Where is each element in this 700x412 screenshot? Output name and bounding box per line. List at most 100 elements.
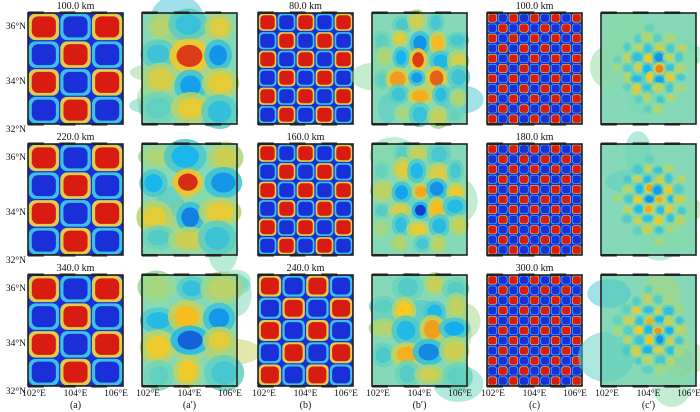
checker-cell-negative <box>541 115 550 123</box>
checker-cell-positive <box>551 165 560 174</box>
checker-cell-positive <box>551 377 560 385</box>
frame-tick <box>142 123 158 126</box>
frame-tick <box>435 123 452 126</box>
checker-cell-positive <box>509 296 518 305</box>
frame-tick <box>372 385 388 388</box>
checker-cell-positive <box>488 185 497 194</box>
anomaly-positive <box>396 107 410 119</box>
checker-cell-positive <box>530 336 539 345</box>
checker-cell-negative <box>509 24 518 32</box>
anomaly-negative <box>375 34 389 49</box>
checker-cell-negative <box>488 236 497 244</box>
checker-cell-positive <box>488 145 497 153</box>
checker-cell-positive <box>551 34 560 43</box>
checker-cell-positive <box>279 70 294 85</box>
checker-cell-negative <box>260 238 275 253</box>
panel-title: 160.0 km <box>287 132 325 143</box>
anomaly-negative <box>146 312 171 329</box>
checker-cell-negative <box>488 215 497 224</box>
checker-cell-positive <box>260 277 279 295</box>
checker-cell-positive <box>509 377 518 385</box>
checker-cell-positive <box>572 54 581 63</box>
anomaly-positive <box>431 35 444 51</box>
checker-cell-positive <box>509 74 518 83</box>
anomaly-negative <box>446 281 465 296</box>
frame-tick <box>91 254 108 257</box>
frame-tick <box>518 273 535 276</box>
panel-title: 100.0 km <box>516 1 554 12</box>
panel-6-3 <box>577 273 700 407</box>
checker-cell-negative <box>336 70 351 85</box>
frame-tick <box>321 273 338 276</box>
checker-cell-positive <box>498 286 507 294</box>
checker-cell-positive <box>509 115 518 123</box>
anomaly-negative <box>211 361 238 385</box>
checker-cell-positive <box>530 145 539 153</box>
checker-cell-positive <box>530 115 539 123</box>
checker-cell-negative <box>572 286 581 294</box>
anomaly-positive <box>667 94 675 101</box>
longitude-label: 104°E <box>523 388 547 399</box>
checker-cell-negative <box>509 155 518 163</box>
checker-cell-negative <box>63 278 88 300</box>
anomaly-negative <box>430 15 442 30</box>
checker-cell-positive <box>488 94 497 103</box>
checker-cell-negative <box>572 175 581 184</box>
anomaly-negative <box>674 185 684 194</box>
checker-cell-negative <box>488 44 497 53</box>
checker-cell-positive <box>551 74 560 83</box>
frame-tick <box>142 273 158 276</box>
checker-cell-positive <box>336 183 351 198</box>
frame-tick <box>550 385 567 388</box>
checker-cell-positive <box>572 94 581 103</box>
checker-cell-positive <box>572 225 581 234</box>
panel-3-2 <box>257 142 354 257</box>
anomaly-negative <box>655 316 664 323</box>
checker-cell-positive <box>572 336 581 345</box>
checker-cell-positive <box>551 205 560 214</box>
frame-tick <box>205 273 222 276</box>
checker-cell-negative <box>498 145 507 153</box>
anomaly-positive <box>645 165 652 172</box>
checker-cell-positive <box>488 115 497 123</box>
anomaly-positive <box>642 33 652 41</box>
anomaly-positive <box>175 231 203 249</box>
checker-cell-negative <box>541 225 550 234</box>
checker-cell-negative <box>541 165 550 174</box>
panel-2-2 <box>136 138 244 274</box>
checker-cell-positive <box>498 84 507 93</box>
anomaly-negative <box>622 214 631 223</box>
panel-title: 100.0 km <box>57 1 95 12</box>
checker-cell-negative <box>488 346 497 355</box>
checker-cell-positive <box>541 24 550 32</box>
anomaly-positive <box>654 216 663 225</box>
checker-cell-positive <box>260 322 279 339</box>
checker-cell-negative <box>530 195 539 204</box>
checker-cell-positive <box>488 276 497 284</box>
frame-tick <box>91 11 108 14</box>
anomaly-positive <box>667 224 674 233</box>
frame-tick <box>205 385 222 388</box>
anomaly-negative <box>644 155 654 163</box>
frame-tick <box>632 385 649 388</box>
checker-cell-negative <box>572 195 581 204</box>
anomaly-positive <box>178 360 197 383</box>
checker-cell-positive <box>562 346 571 355</box>
checker-cell-negative <box>279 52 294 67</box>
checker-cell-negative <box>551 155 560 163</box>
checker-cell-negative <box>31 44 56 66</box>
anomaly-negative <box>666 64 675 71</box>
anomaly-negative <box>663 306 674 316</box>
checker-cell-positive <box>488 296 497 305</box>
anomaly-positive <box>645 205 653 213</box>
checker-cell-negative <box>63 333 88 355</box>
checker-cell-negative <box>332 322 351 339</box>
frame-tick <box>289 123 306 126</box>
checker-cell-negative <box>509 236 518 244</box>
checker-cell-negative <box>509 44 518 53</box>
anomaly-negative <box>675 337 683 345</box>
anomaly-positive <box>374 183 391 199</box>
frame-tick <box>518 254 535 257</box>
checker-cell-negative <box>498 276 507 284</box>
anomaly-negative <box>144 174 163 193</box>
